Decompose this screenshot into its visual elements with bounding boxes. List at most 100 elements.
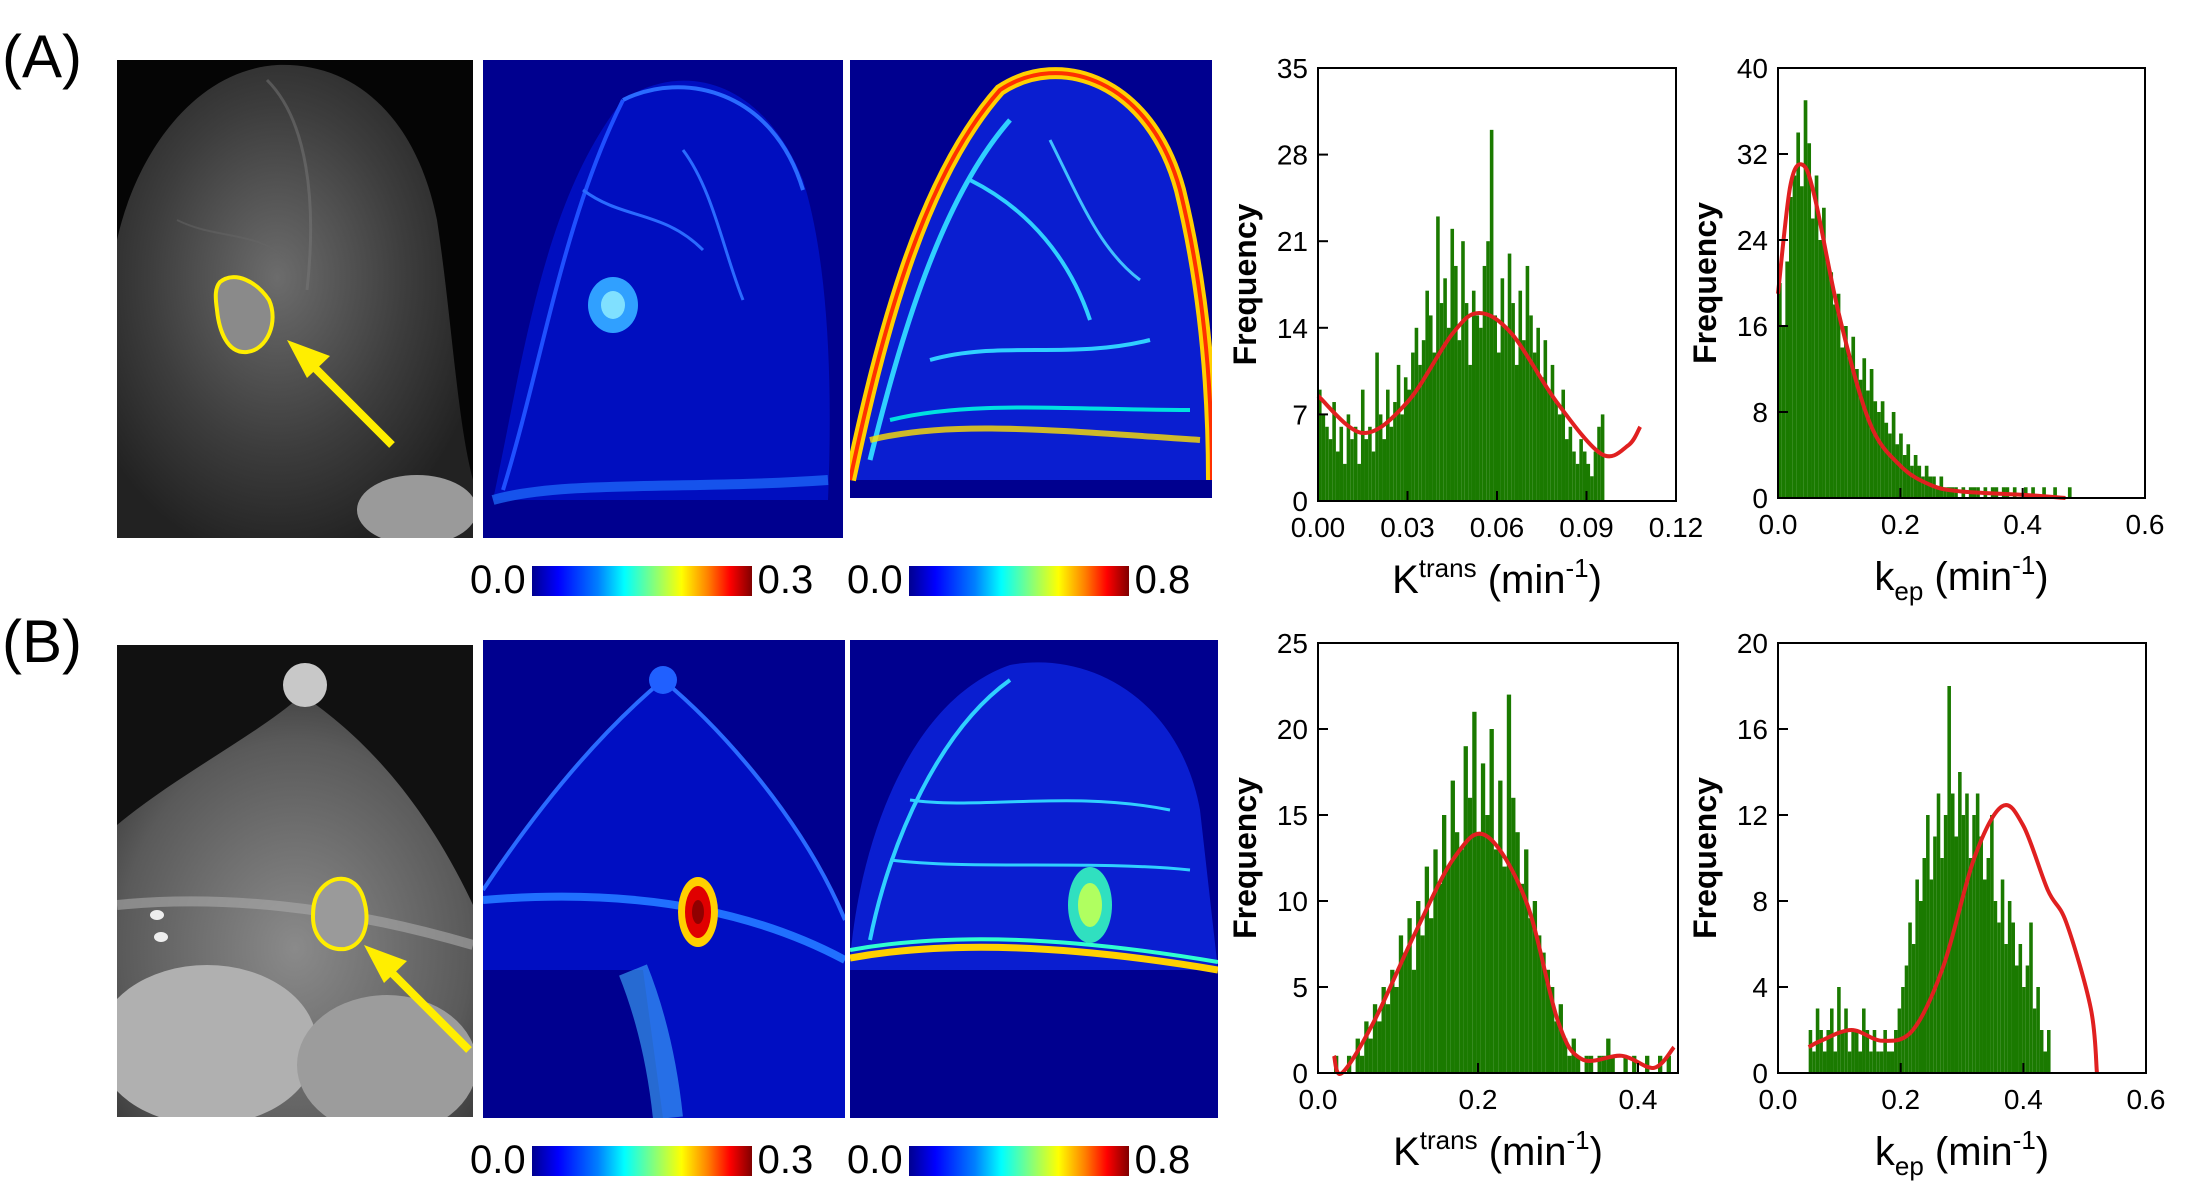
histogram-bar — [1339, 426, 1344, 501]
histogram-bar — [1532, 352, 1537, 501]
histogram-bar — [1433, 849, 1438, 1073]
histogram-bar — [1386, 389, 1390, 501]
histogram-bar — [1808, 1030, 1813, 1073]
histogram-bar — [1869, 1051, 1873, 1073]
histogram-bar — [1975, 793, 1980, 1073]
histogram-bar — [1568, 426, 1573, 501]
histogram-bar — [1873, 401, 1878, 498]
histogram-bar — [1840, 1030, 1845, 1073]
x-tick-label: 0.00 — [1291, 512, 1346, 543]
histogram-bar — [2011, 922, 2015, 1073]
histogram-bar — [1858, 1051, 1863, 1073]
histogram-bar — [1389, 426, 1394, 501]
histogram-bar — [1377, 1021, 1382, 1073]
histogram-kep-b: 0 4 8 12 16 20 0.0 0.2 0.4 0.6 Frequency kep (min-1… — [1687, 628, 2165, 1181]
histogram-bar — [1854, 1030, 1859, 1073]
histogram-bar — [1350, 439, 1354, 501]
histogram-bar — [1792, 175, 1797, 498]
histogram-bar — [1847, 1051, 1852, 1073]
histogram-bar — [1475, 315, 1480, 501]
histogram-bar — [1518, 290, 1523, 501]
histogram-bar — [1812, 1051, 1816, 1073]
histogram-bar — [1532, 901, 1538, 1073]
histogram-bar — [1411, 969, 1417, 1073]
y-tick-label: 12 — [1737, 800, 1768, 831]
histogram-bar — [1486, 241, 1490, 501]
colorbar-max: 0.8 — [1134, 1138, 1191, 1182]
x-tick-label: 0.12 — [1649, 512, 1704, 543]
histogram-bar — [1407, 918, 1412, 1073]
colorbar-gradient — [908, 565, 1129, 596]
histogram-bar — [1421, 340, 1426, 501]
histogram-bar — [1407, 389, 1412, 501]
y-tick-label: 25 — [1277, 628, 1308, 659]
y-tick-label: 8 — [1752, 397, 1768, 428]
histogram-bar — [1355, 1038, 1360, 1073]
histogram-bar — [1803, 100, 1808, 498]
colorbar-max: 0.8 — [1134, 558, 1191, 602]
histogram-bar — [1529, 315, 1533, 501]
histogram-bar — [1844, 1008, 1848, 1073]
colorbar-min: 0.0 — [470, 558, 526, 602]
histogram-bar — [1961, 815, 1966, 1073]
histogram-bar — [1954, 836, 1959, 1073]
histogram-bar — [1343, 463, 1347, 501]
y-tick-label: 14 — [1277, 313, 1308, 344]
histogram-bar — [1986, 858, 1991, 1073]
histogram-bar — [1378, 414, 1383, 501]
y-tick-label: 0 — [1292, 486, 1308, 517]
histogram-bar — [1582, 451, 1587, 501]
histogram-ktrans-a: 0 7 14 21 28 35 0.00 0.03 0.06 0.09 0.12 Frequency K… — [1227, 53, 1704, 602]
histogram-bar — [1876, 1051, 1880, 1073]
histogram-bar — [1398, 935, 1404, 1073]
mri-image-a — [117, 60, 473, 538]
histogram-bar — [1597, 426, 1601, 501]
histogram-bar — [1390, 969, 1395, 1073]
histogram-bar — [1968, 858, 1973, 1073]
histogram-bars — [1318, 129, 1605, 502]
histogram-bar — [1514, 364, 1519, 501]
histogram-bar — [1869, 369, 1874, 498]
histogram-bar — [1993, 901, 1998, 1073]
ktrans-map-b — [483, 640, 845, 1118]
histogram-bar — [1482, 265, 1487, 501]
colorbar-gradient — [531, 565, 752, 596]
histogram-bar — [1522, 340, 1526, 501]
histogram-bar — [1990, 815, 1994, 1073]
x-tick-label: 0.2 — [1881, 509, 1920, 540]
histogram-bar — [1915, 879, 1919, 1073]
histogram-bar — [1476, 832, 1481, 1073]
histogram-bar — [1504, 327, 1508, 501]
histogram-bar — [1865, 1030, 1870, 1073]
histogram-bar — [1584, 1055, 1589, 1073]
colorbar-gradient — [908, 1145, 1129, 1176]
histogram-bar — [1446, 327, 1451, 501]
histogram-bar — [1886, 1051, 1891, 1073]
arrow-icon — [287, 340, 395, 448]
histogram-bar — [1623, 1055, 1628, 1073]
histogram-bar — [1936, 793, 1941, 1073]
histogram-bar — [1800, 186, 1804, 498]
histogram-bar — [1400, 414, 1404, 501]
histogram-bar — [1442, 815, 1447, 1073]
histogram-bar — [1778, 283, 1782, 498]
histogram-bar — [1507, 253, 1512, 501]
histogram-bar — [1807, 143, 1812, 498]
histogram-bar — [1908, 922, 1912, 1073]
histogram-bar — [1911, 944, 1916, 1073]
histogram-bar — [2025, 965, 2030, 1073]
x-axis-label: Ktrans (min-1) — [1392, 553, 1602, 602]
histogram-bar — [1933, 836, 1937, 1073]
histogram-bar — [1833, 304, 1837, 498]
histogram-bar — [1837, 987, 1841, 1073]
x-tick-label: 0.03 — [1380, 512, 1435, 543]
y-tick-label: 24 — [1737, 225, 1768, 256]
histogram-bar — [1554, 402, 1558, 501]
histogram-bar — [1946, 487, 1951, 498]
histogram-bar — [1393, 402, 1397, 501]
histogram-bar — [1381, 987, 1386, 1073]
histogram-bar — [1844, 326, 1848, 498]
histogram-bar — [1562, 1038, 1568, 1073]
x-tick-label: 0.6 — [2126, 509, 2165, 540]
histogram-bar — [1789, 197, 1793, 498]
